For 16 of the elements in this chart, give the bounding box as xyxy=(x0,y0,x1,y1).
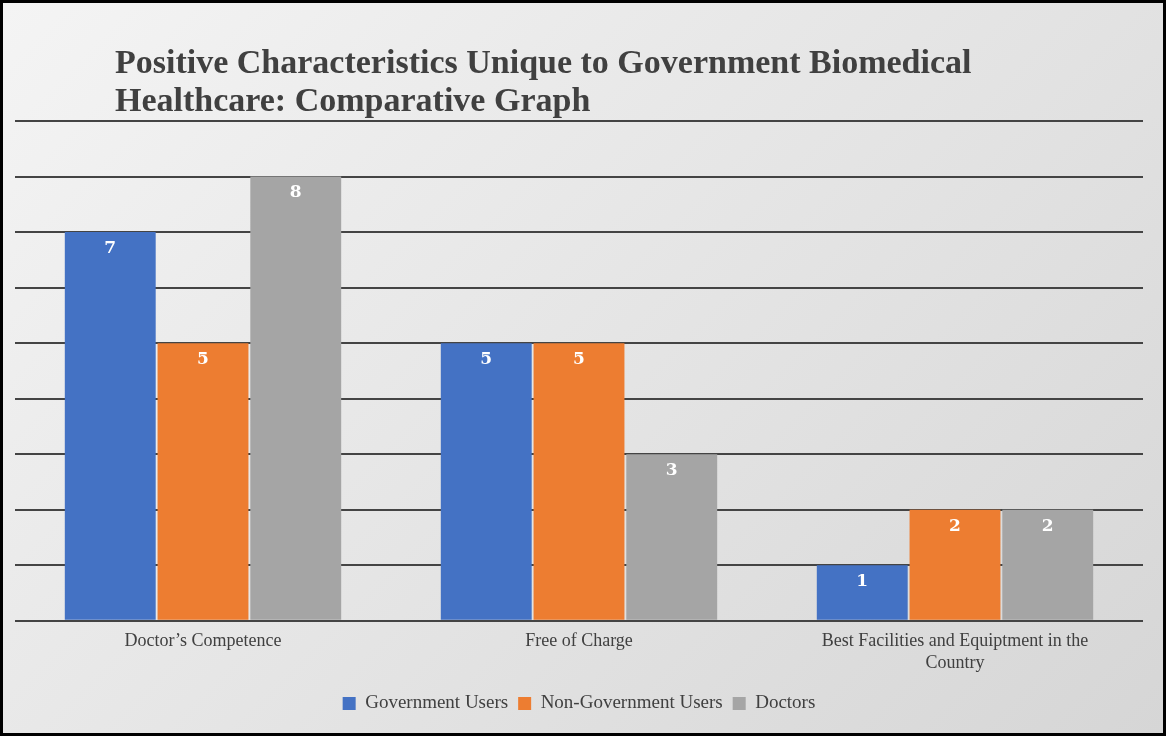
data-label: 1 xyxy=(856,570,869,591)
x-tick-label: Free of Charge xyxy=(525,630,633,651)
data-label: 2 xyxy=(1041,514,1054,535)
chart-title: Positive Characteristics Unique to Government Biomedical Healthcare: Comparative Graph xyxy=(115,43,973,119)
x-tick-label: Best Facilities and Equiptment in the Country xyxy=(821,630,1089,672)
data-label: 5 xyxy=(197,348,209,369)
legend-label: Non-Government Users xyxy=(540,691,723,713)
data-label: 2 xyxy=(949,514,961,535)
data-label: 5 xyxy=(480,348,493,369)
data-label: 7 xyxy=(104,236,117,257)
data-label: 5 xyxy=(573,348,585,369)
data-label: 8 xyxy=(289,181,302,202)
x-tick-label: Doctor’s Competence xyxy=(124,630,282,651)
data-label: 3 xyxy=(665,459,678,480)
legend-label: Doctors xyxy=(755,691,816,713)
legend-label: Government Users xyxy=(365,691,509,713)
